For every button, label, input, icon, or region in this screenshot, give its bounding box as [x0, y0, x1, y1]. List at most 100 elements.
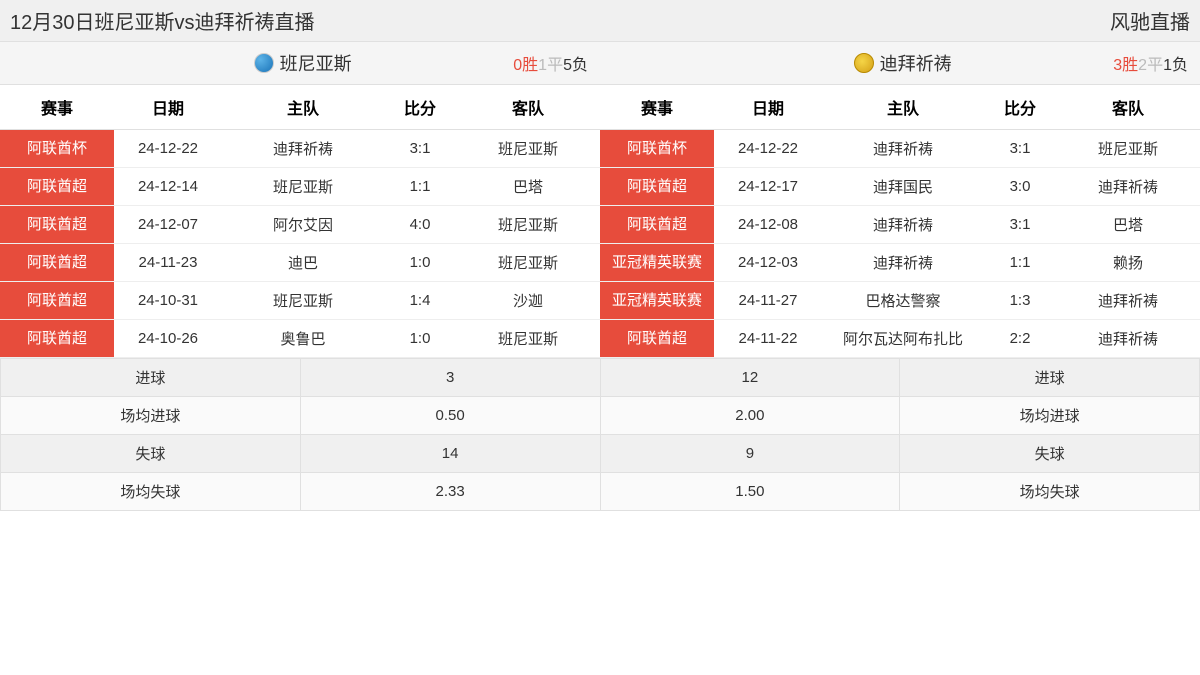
cell-away: 巴塔 [456, 168, 600, 206]
table-row[interactable]: 阿联酋超24-11-22阿尔瓦达阿布扎比2:2迪拜祈祷 [600, 320, 1200, 358]
record-win: 0胜 [513, 57, 538, 74]
cell-date: 24-11-27 [714, 282, 822, 320]
page-title: 12月30日班尼亚斯vs迪拜祈祷直播 [10, 6, 315, 35]
teams-row: 班尼亚斯 0胜1平5负 赛事 日期 主队 比分 客队 阿联酋杯24-12-22迪… [0, 42, 1200, 358]
cell-date: 24-12-08 [714, 206, 822, 244]
cell-score: 1:4 [384, 282, 456, 320]
stats-row-avg-goals: 场均进球 0.50 2.00 场均进球 [1, 397, 1200, 435]
record-left: 0胜1平5负 [513, 51, 588, 75]
stat-value-right: 9 [600, 435, 900, 473]
cell-away: 迪拜祈祷 [1056, 168, 1200, 206]
cell-home: 迪巴 [222, 244, 384, 282]
cell-score: 1:0 [384, 244, 456, 282]
cell-home: 迪拜祈祷 [822, 244, 984, 282]
table-row[interactable]: 阿联酋超24-10-26奥鲁巴1:0班尼亚斯 [0, 320, 600, 358]
cell-home: 迪拜祈祷 [822, 206, 984, 244]
cell-date: 24-12-14 [114, 168, 222, 206]
col-home: 主队 [822, 85, 984, 130]
stats-row-conceded: 失球 14 9 失球 [1, 435, 1200, 473]
team-logo-icon [854, 53, 874, 73]
cell-date: 24-10-26 [114, 320, 222, 358]
cell-away: 沙迦 [456, 282, 600, 320]
cell-away: 班尼亚斯 [456, 206, 600, 244]
stats-table: 进球 3 12 进球 场均进球 0.50 2.00 场均进球 失球 14 9 失… [0, 358, 1200, 511]
stat-value-left: 2.33 [300, 473, 600, 511]
col-score: 比分 [384, 85, 456, 130]
stat-value-right: 1.50 [600, 473, 900, 511]
cell-away: 赖扬 [1056, 244, 1200, 282]
record-win: 3胜 [1113, 57, 1138, 74]
cell-home: 迪拜祈祷 [822, 130, 984, 168]
col-away: 客队 [1056, 85, 1200, 130]
stat-label: 进球 [900, 359, 1200, 397]
table-row[interactable]: 亚冠精英联赛24-12-03迪拜祈祷1:1赖扬 [600, 244, 1200, 282]
team-panel-left: 班尼亚斯 0胜1平5负 赛事 日期 主队 比分 客队 阿联酋杯24-12-22迪… [0, 42, 600, 358]
record-right: 3胜2平1负 [1113, 51, 1188, 75]
cell-score: 2:2 [984, 320, 1056, 358]
table-header-row: 赛事 日期 主队 比分 客队 [600, 85, 1200, 130]
cell-home: 奥鲁巴 [222, 320, 384, 358]
table-row[interactable]: 阿联酋超24-12-07阿尔艾因4:0班尼亚斯 [0, 206, 600, 244]
table-row[interactable]: 亚冠精英联赛24-11-27巴格达警察1:3迪拜祈祷 [600, 282, 1200, 320]
stat-label: 失球 [900, 435, 1200, 473]
cell-score: 1:0 [384, 320, 456, 358]
cell-comp: 阿联酋超 [0, 168, 114, 206]
cell-away: 迪拜祈祷 [1056, 282, 1200, 320]
team-name-right: 迪拜祈祷 [880, 50, 952, 76]
cell-comp: 阿联酋超 [600, 320, 714, 358]
table-row[interactable]: 阿联酋杯24-12-22迪拜祈祷3:1班尼亚斯 [0, 130, 600, 168]
cell-date: 24-12-17 [714, 168, 822, 206]
header-bar: 12月30日班尼亚斯vs迪拜祈祷直播 风驰直播 [0, 0, 1200, 42]
table-row[interactable]: 阿联酋超24-12-08迪拜祈祷3:1巴塔 [600, 206, 1200, 244]
cell-home: 巴格达警察 [822, 282, 984, 320]
cell-home: 班尼亚斯 [222, 168, 384, 206]
col-comp: 赛事 [0, 85, 114, 130]
stats-row-avg-conceded: 场均失球 2.33 1.50 场均失球 [1, 473, 1200, 511]
cell-score: 3:1 [384, 130, 456, 168]
record-loss: 5负 [563, 57, 588, 74]
table-header-row: 赛事 日期 主队 比分 客队 [0, 85, 600, 130]
cell-comp: 亚冠精英联赛 [600, 244, 714, 282]
brand-label: 风驰直播 [1110, 6, 1190, 35]
table-row[interactable]: 阿联酋超24-11-23迪巴1:0班尼亚斯 [0, 244, 600, 282]
col-date: 日期 [114, 85, 222, 130]
table-row[interactable]: 阿联酋杯24-12-22迪拜祈祷3:1班尼亚斯 [600, 130, 1200, 168]
cell-comp: 阿联酋超 [600, 206, 714, 244]
cell-comp: 亚冠精英联赛 [600, 282, 714, 320]
col-home: 主队 [222, 85, 384, 130]
cell-comp: 阿联酋超 [600, 168, 714, 206]
team-logo-icon [254, 53, 274, 73]
cell-date: 24-12-22 [714, 130, 822, 168]
col-away: 客队 [456, 85, 600, 130]
cell-date: 24-12-03 [714, 244, 822, 282]
cell-comp: 阿联酋杯 [0, 130, 114, 168]
col-score: 比分 [984, 85, 1056, 130]
col-comp: 赛事 [600, 85, 714, 130]
stat-value-left: 0.50 [300, 397, 600, 435]
stat-value-left: 3 [300, 359, 600, 397]
cell-away: 班尼亚斯 [456, 244, 600, 282]
cell-comp: 阿联酋超 [0, 206, 114, 244]
cell-away: 迪拜祈祷 [1056, 320, 1200, 358]
table-row[interactable]: 阿联酋超24-12-14班尼亚斯1:1巴塔 [0, 168, 600, 206]
cell-home: 阿尔艾因 [222, 206, 384, 244]
stat-label: 进球 [1, 359, 301, 397]
table-row[interactable]: 阿联酋超24-12-17迪拜国民3:0迪拜祈祷 [600, 168, 1200, 206]
cell-score: 1:1 [984, 244, 1056, 282]
cell-home: 迪拜祈祷 [222, 130, 384, 168]
record-draw: 1平 [538, 57, 563, 74]
match-table-left: 赛事 日期 主队 比分 客队 阿联酋杯24-12-22迪拜祈祷3:1班尼亚斯阿联… [0, 85, 600, 358]
cell-date: 24-12-07 [114, 206, 222, 244]
stat-label: 失球 [1, 435, 301, 473]
col-date: 日期 [714, 85, 822, 130]
cell-score: 3:1 [984, 130, 1056, 168]
team-name-wrap-right: 迪拜祈祷 [692, 50, 1113, 76]
team-name-left: 班尼亚斯 [280, 50, 352, 76]
team-panel-right: 迪拜祈祷 3胜2平1负 赛事 日期 主队 比分 客队 阿联酋杯24-12-22迪… [600, 42, 1200, 358]
cell-comp: 阿联酋杯 [600, 130, 714, 168]
cell-home: 班尼亚斯 [222, 282, 384, 320]
cell-score: 1:1 [384, 168, 456, 206]
stat-label: 场均进球 [1, 397, 301, 435]
cell-away: 班尼亚斯 [456, 130, 600, 168]
table-row[interactable]: 阿联酋超24-10-31班尼亚斯1:4沙迦 [0, 282, 600, 320]
